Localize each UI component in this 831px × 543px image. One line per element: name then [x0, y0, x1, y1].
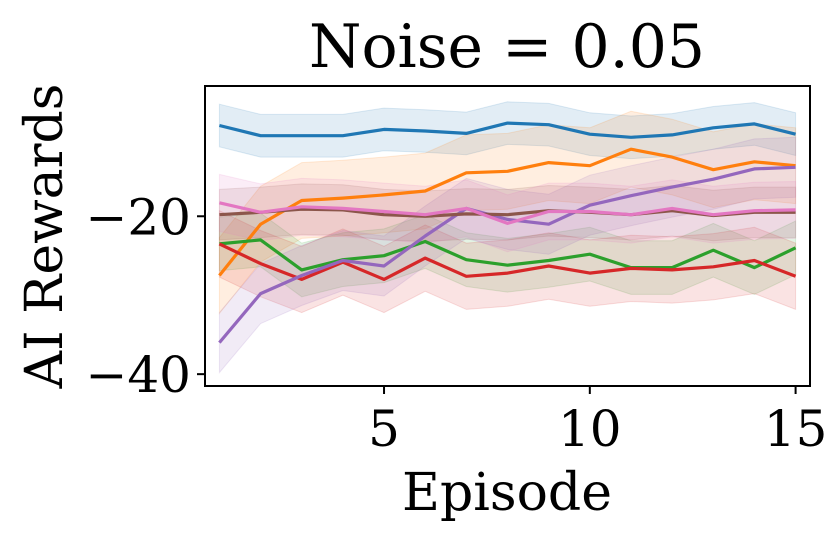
x-tick-label: 10 [558, 400, 622, 458]
y-tick-label: −20 [85, 188, 191, 246]
series-line-pink [219, 201, 796, 225]
band-red [218, 209, 797, 314]
band-blue [218, 101, 797, 160]
series-line-purple [218, 165, 796, 344]
series-line-green [219, 238, 797, 272]
series-lines [218, 121, 797, 344]
series-line-red [218, 242, 797, 281]
band-purple [218, 136, 797, 374]
x-tick-label: 15 [764, 400, 828, 458]
band-orange [218, 110, 797, 315]
series-line-orange [218, 147, 796, 277]
x-tick-label: 5 [368, 400, 400, 458]
x-axis-ticks: 5 10 15 [368, 386, 827, 458]
y-axis-label: AI Rewards [15, 84, 75, 390]
y-tick-label: −40 [85, 346, 191, 404]
series-line-blue [219, 121, 796, 139]
confidence-bands [218, 101, 797, 374]
x-axis-label: Episode [402, 463, 612, 523]
plot-frame [204, 85, 811, 387]
chart-title: Noise = 0.05 [309, 12, 705, 82]
y-axis-ticks: −20 −40 [85, 188, 205, 404]
